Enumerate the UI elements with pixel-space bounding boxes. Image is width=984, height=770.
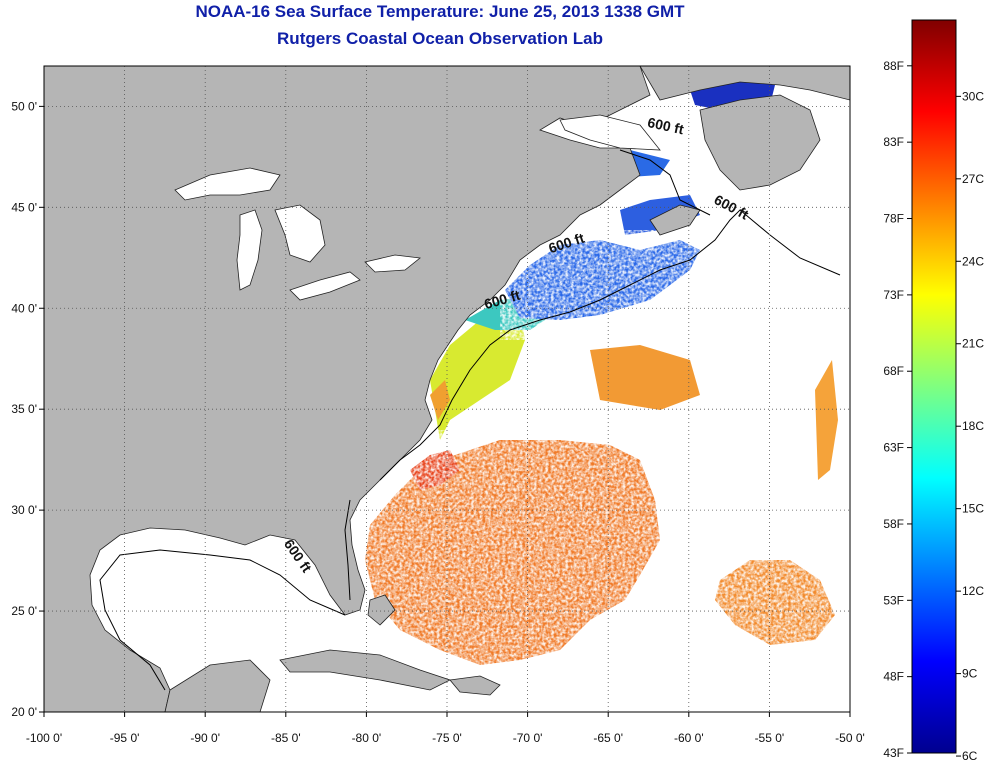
land-labrador-east bbox=[639, 66, 850, 101]
colorbar-c-label: 6C bbox=[962, 749, 978, 763]
colorbar-f-label: 63F bbox=[883, 441, 904, 455]
sst-warm-mid-patch bbox=[590, 345, 700, 410]
colorbar bbox=[911, 19, 957, 754]
lon-tick-label: -80 0' bbox=[352, 731, 382, 745]
sst-yellow-midatlantic bbox=[430, 310, 525, 440]
depth-contour-600ft-north bbox=[619, 149, 711, 216]
colorbar-f-label: 78F bbox=[883, 212, 904, 226]
colorbar-c-label: 9C bbox=[962, 667, 978, 681]
map-title: NOAA-16 Sea Surface Temperature: June 25… bbox=[195, 2, 685, 21]
land-hispaniola bbox=[449, 675, 501, 696]
map-subtitle: Rutgers Coastal Ocean Observation Lab bbox=[277, 29, 603, 48]
lat-tick-label: 20 0' bbox=[11, 705, 37, 719]
gulf-st-lawrence bbox=[559, 114, 661, 151]
sst-cool-gulf-edge bbox=[430, 380, 450, 420]
lat-tick-label: 25 0' bbox=[11, 604, 37, 618]
lake-superior bbox=[174, 167, 281, 201]
depth-label: 600 ft bbox=[646, 114, 685, 137]
land-nova-scotia bbox=[649, 204, 701, 236]
lake-erie bbox=[289, 271, 361, 301]
colorbar-f-label: 53F bbox=[883, 593, 904, 607]
colorbar-c-label: 30C bbox=[962, 89, 984, 103]
latitude-axis: 50 0' 45 0' 40 0' 35 0' 30 0' 25 0' 20 0' bbox=[11, 99, 44, 719]
land-cuba bbox=[279, 649, 452, 691]
lon-tick-label: -70 0' bbox=[513, 731, 543, 745]
colorbar-f-label: 43F bbox=[883, 746, 904, 760]
land-yucatan bbox=[164, 659, 271, 712]
land-newfoundland bbox=[699, 94, 821, 191]
colorbar-f-label: 58F bbox=[883, 517, 904, 531]
lon-tick-label: -85 0' bbox=[271, 731, 301, 745]
colorbar-fahrenheit-ticks: 88F 83F 78F 73F 68F 63F 58F 53F 48F 43F bbox=[883, 59, 912, 760]
colorbar-f-label: 83F bbox=[883, 135, 904, 149]
lat-tick-label: 40 0' bbox=[11, 301, 37, 315]
colorbar-c-label: 15C bbox=[962, 502, 984, 516]
great-lakes bbox=[174, 167, 421, 301]
lat-tick-label: 50 0' bbox=[11, 99, 37, 113]
depth-contour-600ft-gulf bbox=[99, 499, 351, 691]
lat-tick-label: 35 0' bbox=[11, 402, 37, 416]
lon-tick-label: -60 0' bbox=[674, 731, 704, 745]
colorbar-c-label: 18C bbox=[962, 419, 984, 433]
colorbar-c-label: 12C bbox=[962, 584, 984, 598]
lon-tick-label: -75 0' bbox=[432, 731, 462, 745]
lon-tick-label: -55 0' bbox=[755, 731, 785, 745]
lon-tick-label: -50 0' bbox=[835, 731, 865, 745]
land-bahamas bbox=[367, 594, 396, 626]
colorbar-f-label: 68F bbox=[883, 364, 904, 378]
lon-tick-label: -90 0' bbox=[190, 731, 220, 745]
colorbar-c-label: 27C bbox=[962, 172, 984, 186]
lat-tick-label: 30 0' bbox=[11, 503, 37, 517]
colorbar-f-label: 48F bbox=[883, 670, 904, 684]
sst-data-layer bbox=[360, 80, 840, 690]
depth-contour-600ft bbox=[379, 209, 841, 481]
lat-tick-label: 45 0' bbox=[11, 200, 37, 214]
longitude-axis: -100 0' -95 0' -90 0' -85 0' -80 0' -75 0' -70… bbox=[26, 712, 865, 745]
lon-tick-label: -95 0' bbox=[110, 731, 140, 745]
lon-tick-label: -100 0' bbox=[26, 731, 62, 745]
land-layer bbox=[44, 66, 850, 712]
colorbar-f-label: 88F bbox=[883, 59, 904, 73]
sst-warm-east-strip bbox=[815, 360, 838, 480]
colorbar-c-label: 24C bbox=[962, 254, 984, 268]
lake-michigan bbox=[236, 209, 263, 291]
colorbar-c-label: 21C bbox=[962, 337, 984, 351]
lon-tick-label: -65 0' bbox=[593, 731, 623, 745]
colorbar-celsius-ticks: 30C 27C 24C 21C 18C 15C 12C 9C 6C bbox=[956, 89, 984, 763]
land-north-america bbox=[44, 66, 651, 712]
lake-ontario bbox=[364, 254, 421, 273]
colorbar-f-label: 73F bbox=[883, 288, 904, 302]
